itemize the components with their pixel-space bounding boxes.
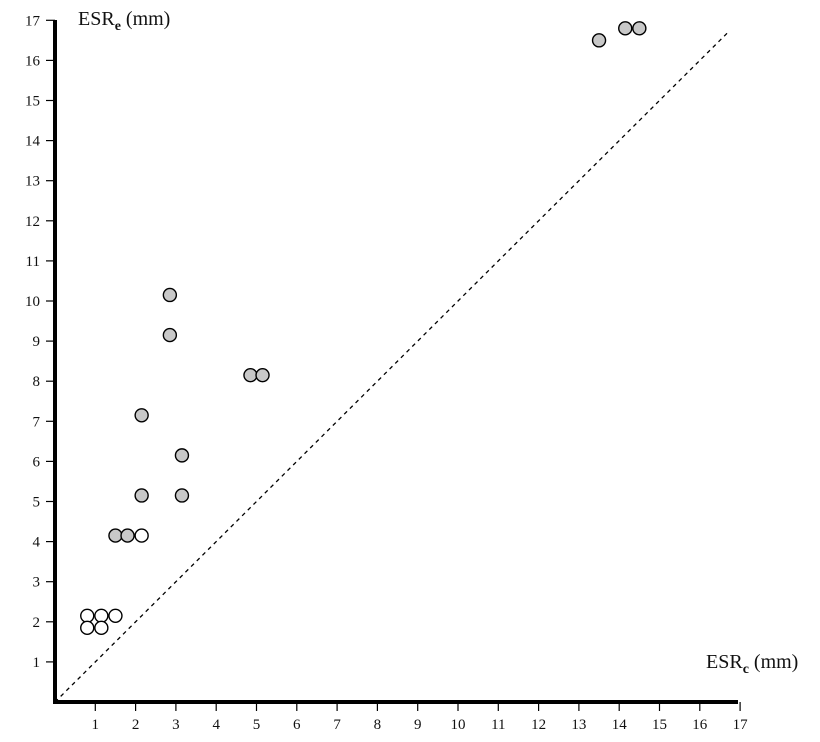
points-layer (80, 21, 647, 636)
x-tick-label: 11 (491, 717, 505, 733)
x-tick-label: 13 (571, 717, 586, 733)
data-point-white (80, 620, 95, 636)
x-tick-label: 15 (652, 717, 667, 733)
x-tick-label: 16 (692, 717, 708, 733)
y-tick-label: 4 (33, 535, 41, 551)
reference-diagonal-line (54, 31, 729, 703)
y-tick-label: 1 (33, 655, 41, 671)
y-tick-label: 5 (33, 495, 41, 511)
data-point-gray (174, 488, 190, 503)
data-point-white (94, 608, 109, 623)
data-point-white (94, 620, 109, 636)
y-axis-title: ESRe (mm) (78, 8, 170, 34)
data-point-gray (162, 287, 178, 303)
x-tick-label: 9 (414, 717, 422, 733)
x-tick-label: 2 (132, 717, 140, 733)
y-tick-label: 9 (33, 334, 41, 350)
x-tick-label: 3 (172, 717, 180, 733)
x-tick-label: 14 (612, 717, 628, 733)
data-point-gray (632, 21, 647, 36)
y-tick-label: 12 (25, 214, 40, 230)
y-axis-title-main: ESR (78, 8, 115, 30)
y-tick-label: 2 (33, 615, 41, 631)
data-point-gray (134, 488, 149, 503)
y-tick-label: 3 (33, 575, 41, 591)
x-axis-title-sub: c (743, 662, 749, 677)
data-point-gray (591, 33, 607, 48)
y-tick-label: 14 (25, 134, 41, 150)
axes-layer (53, 20, 738, 704)
y-tick-label: 16 (25, 53, 41, 69)
x-axis-title-unit: (mm) (749, 651, 798, 673)
x-tick-label: 6 (293, 717, 301, 733)
data-point-white (134, 528, 149, 543)
x-tick-label: 5 (253, 717, 261, 733)
data-point-gray (243, 367, 258, 383)
y-tick-label: 13 (25, 174, 40, 190)
x-tick-label: 17 (733, 717, 749, 733)
x-tick-label: 7 (333, 717, 341, 733)
data-point-gray (618, 21, 633, 36)
data-point-gray (174, 448, 190, 463)
data-point-gray (108, 528, 123, 543)
x-tick-label: 8 (374, 717, 382, 733)
data-point-white (108, 608, 123, 623)
y-tick-label: 15 (25, 94, 40, 110)
y-tick-label: 6 (33, 454, 41, 470)
data-point-gray (134, 408, 149, 423)
x-tick-label: 10 (451, 717, 466, 733)
y-tick-label: 10 (25, 294, 40, 310)
x-axis-title-main: ESR (706, 651, 743, 673)
y-tick-label: 7 (33, 414, 41, 430)
y-tick-label: 8 (33, 374, 41, 390)
y-tick-label: 11 (26, 254, 40, 270)
data-point-white (80, 608, 95, 623)
x-axis-title: ESRc (mm) (706, 651, 798, 677)
data-point-gray (255, 367, 270, 383)
y-axis-title-sub: e (115, 19, 121, 34)
y-axis-title-unit: (mm) (121, 8, 170, 30)
data-point-gray (120, 528, 135, 543)
x-tick-label: 4 (212, 717, 220, 733)
reference-line-layer (54, 31, 729, 703)
data-point-gray (162, 327, 178, 343)
x-tick-label: 12 (531, 717, 546, 733)
x-tick-label: 1 (92, 717, 100, 733)
ticks-layer: 1 2 3 4 5 6 7 8 9 10 11 12 13 14 15 16 17123456789101112… (25, 13, 748, 733)
y-tick-label: 17 (25, 13, 41, 29)
